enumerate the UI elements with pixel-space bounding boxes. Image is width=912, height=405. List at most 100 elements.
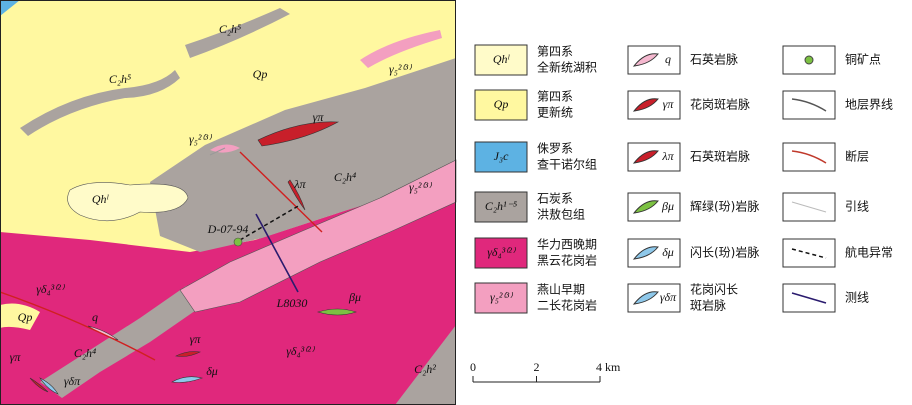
map-label: γ₅²⁽³⁾ (409, 180, 432, 194)
map-label: βμ (348, 290, 361, 304)
unit-label: 黑云花岗岩 (537, 253, 597, 268)
fault (0, 291, 156, 361)
vein-label: 闪长(玢)岩脉 (690, 245, 759, 260)
unit-swatch (474, 141, 528, 173)
map-label: C₂h⁵ (109, 72, 131, 86)
unit-label: 第四系 (537, 90, 573, 104)
diabase-vein (316, 308, 357, 316)
leader-icon (791, 201, 827, 213)
map-label: γδ₄³⁽²⁾ (286, 344, 315, 358)
unit-swatch (474, 282, 528, 314)
vein-icon (632, 98, 659, 112)
symbol-label: 断层 (845, 149, 869, 164)
map-label: γπ (190, 332, 202, 346)
jurassic-area (0, 0, 20, 16)
map-label: C₂h⁴ (334, 170, 356, 184)
qh-area (67, 182, 189, 222)
vein-symbol: q (665, 52, 671, 66)
map-label: D-07-94 (207, 222, 249, 236)
unit-swatch (474, 44, 528, 76)
map-label: Qp (253, 67, 268, 81)
unit-swatch (474, 89, 528, 121)
symbol-icon (791, 201, 827, 213)
survey-line (255, 213, 299, 293)
map-label: γ₅²⁽³⁾ (189, 132, 212, 146)
survey-icon (791, 292, 827, 304)
vein-label: 花岗闪长 (690, 282, 738, 297)
copper-occurrence (233, 237, 243, 247)
unit-label: 二长花岗岩 (537, 298, 597, 313)
scale-bar: 0 2 4 km (470, 360, 621, 383)
granite-porphyry-vein (257, 121, 340, 147)
map-label: γ₅²⁽³⁾ (389, 62, 412, 76)
map-labels: C₂h⁵ Qp C₂h⁵ γ₅²⁽³⁾ γπ γ₅²⁽³⁾ λπ C₂h⁴ γ₅²⁽³⁾ Qhˡ D… (10, 22, 437, 388)
vein-label: 花岗斑岩脉 (690, 97, 750, 112)
map-label: L8030 (276, 296, 308, 310)
unit-label: 石炭系 (537, 192, 573, 206)
symbol-icon (791, 150, 827, 164)
vein-icon (632, 200, 659, 214)
vein-symbol: λπ (661, 149, 674, 163)
symbol-icon (804, 55, 814, 65)
scale-label: 0 (470, 360, 476, 374)
map: C₂h⁵ Qp C₂h⁵ γ₅²⁽³⁾ γπ γ₅²⁽³⁾ λπ C₂h⁴ γ₅²⁽³⁾ Qhˡ D… (0, 0, 457, 405)
quartz-porphyry-vein (287, 179, 306, 211)
vein-symbol: γδπ (660, 290, 677, 304)
fault (239, 151, 323, 233)
vein-box (627, 192, 681, 222)
map-label: Qp (18, 310, 33, 324)
vein-label: 石英斑岩脉 (690, 149, 750, 164)
vein-symbol: δμ (662, 245, 674, 259)
granite-porphyry-vein (175, 351, 201, 357)
vein-label: 石英岩脉 (690, 52, 738, 67)
unit-label: 第四系 (537, 45, 573, 59)
unit-symbol: C₂h¹⁻⁵ (485, 199, 517, 213)
carboniferous-streak (185, 8, 290, 58)
vein-box (627, 283, 681, 313)
airborne-anomaly (239, 204, 301, 241)
symbol-label: 测线 (845, 291, 869, 305)
symbol-label: 地层界线 (845, 98, 893, 112)
vein-label: 斑岩脉 (690, 298, 726, 313)
scale-label: 4 km (596, 360, 621, 374)
granodiorite-porphyry-vein (39, 377, 59, 395)
carboniferous-area (150, 58, 456, 252)
symbol-box (782, 90, 836, 120)
vein-box (627, 90, 681, 120)
map-label: γπ (313, 110, 325, 124)
map-label: γδπ (64, 374, 81, 388)
symbol-icon (791, 98, 827, 112)
unit-symbol: Qp (494, 97, 509, 111)
vein-symbol: γπ (663, 97, 675, 111)
unit-label: 洪敖包组 (537, 207, 585, 222)
leader-line (209, 147, 226, 156)
monzogranite-lens (360, 30, 442, 68)
map-label: C₂h⁴ (74, 346, 96, 360)
unit-symbol: γδ₄³⁽²⁾ (487, 245, 516, 259)
vein-box (627, 45, 681, 75)
map-label: q (92, 310, 98, 324)
unit-swatch (474, 191, 528, 223)
symbol-box (782, 142, 836, 172)
scale-label: 2 (534, 360, 540, 374)
anomaly-icon (791, 248, 827, 259)
boundary-icon (791, 98, 827, 112)
map-label: Qhˡ (92, 192, 110, 206)
carboniferous-corner (395, 325, 456, 405)
vein-symbol: βμ (661, 199, 674, 213)
map-label: λπ (293, 177, 306, 191)
carboniferous-streak (20, 70, 180, 136)
unit-symbol: γ₅²⁽³⁾ (490, 290, 513, 304)
unit-label: 燕山早期 (537, 283, 585, 297)
vein-box (627, 142, 681, 172)
symbol-icon (791, 248, 827, 259)
fault-icon (791, 150, 827, 164)
vein-icon (632, 53, 659, 67)
map-label: δμ (206, 364, 218, 378)
map-label: C₂h² (414, 362, 436, 376)
qp-area (0, 303, 40, 330)
legend: Qhˡ第四系全新统湖积Qp第四系更新统J₃c侏罗系查干诺尔组C₂h¹⁻⁵石炭系洪… (474, 44, 893, 314)
vein-label: 辉绿(玢)岩脉 (690, 199, 759, 214)
symbol-label: 航电异常 (845, 245, 893, 260)
